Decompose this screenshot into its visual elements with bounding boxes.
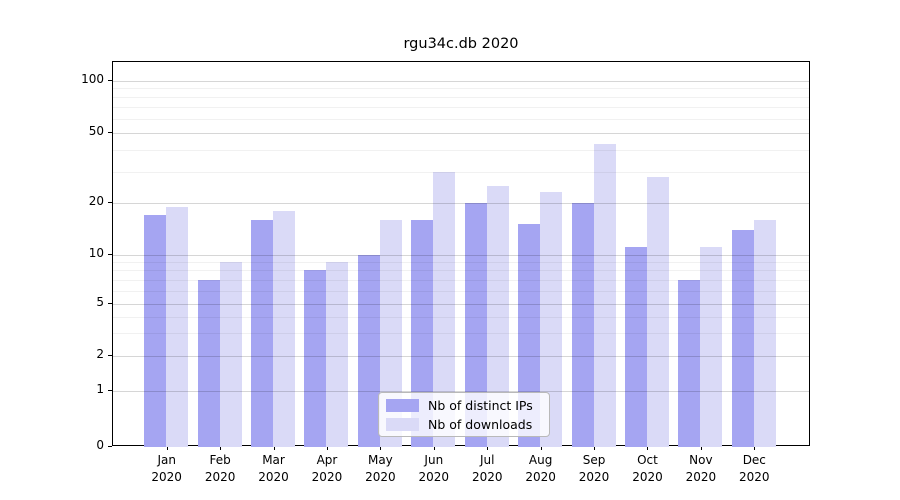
- bar-downloads-aug: [540, 192, 563, 447]
- y-tick-mark: [108, 303, 112, 304]
- x-tick-label-nov: Nov 2020: [685, 453, 717, 484]
- gridline-major: [113, 254, 809, 256]
- y-tick-label: 2: [96, 346, 104, 361]
- y-tick-mark: [108, 390, 112, 391]
- gridline-minor: [113, 332, 809, 334]
- y-tick-label: 50: [88, 123, 104, 138]
- x-tick-label-may: May 2020: [365, 453, 396, 484]
- bar-distinct-ips-may: [357, 254, 380, 447]
- x-tick-label-aug: Aug 2020: [525, 453, 556, 484]
- gridline-minor: [113, 290, 809, 292]
- legend-swatch-downloads: [386, 417, 419, 431]
- x-tick-mark: [273, 446, 275, 450]
- x-tick-mark: [166, 446, 168, 450]
- bar-downloads-jul: [486, 185, 509, 447]
- gridline-minor: [113, 262, 809, 264]
- x-tick-mark: [380, 446, 382, 450]
- gridline-minor: [113, 149, 809, 151]
- bar-downloads-feb: [219, 262, 242, 447]
- bar-distinct-ips-oct: [624, 247, 647, 447]
- gridline-minor: [113, 118, 809, 120]
- gridline-minor: [113, 97, 809, 99]
- legend-swatch-distinct-ips: [386, 398, 419, 412]
- x-tick-label-oct: Oct 2020: [632, 453, 663, 484]
- bar-distinct-ips-feb: [197, 279, 220, 447]
- y-tick-label: 1: [96, 382, 104, 396]
- x-tick-label-jun: Jun 2020: [418, 453, 450, 484]
- bar-distinct-ips-apr: [304, 270, 327, 447]
- x-tick-mark: [594, 446, 596, 450]
- bar-downloads-may: [379, 219, 402, 447]
- x-tick-mark: [754, 446, 756, 450]
- x-tick-label-sep: Sep 2020: [578, 453, 610, 484]
- plot-area: [112, 61, 810, 447]
- y-tick-mark: [108, 253, 112, 255]
- bar-downloads-apr: [326, 262, 349, 447]
- bar-distinct-ips-jul: [464, 203, 487, 447]
- bar-downloads-oct: [646, 177, 669, 447]
- y-tick-label: 100: [81, 71, 104, 86]
- bar-downloads-nov: [700, 247, 723, 447]
- y-tick-mark: [108, 131, 112, 133]
- y-tick-mark: [108, 354, 112, 356]
- gridline-minor: [113, 279, 809, 281]
- gridline-major: [113, 391, 809, 392]
- legend: Nb of distinct IPs Nb of downloads: [378, 392, 550, 437]
- x-tick-mark: [220, 446, 222, 450]
- gridline-minor: [113, 88, 809, 90]
- bar-distinct-ips-nov: [678, 279, 701, 447]
- y-tick-label: 0: [96, 438, 104, 452]
- bar-downloads-jun: [433, 171, 456, 447]
- bar-distinct-ips-mar: [251, 219, 274, 447]
- x-tick-label-jul: Jul 2020: [471, 453, 503, 484]
- x-tick-mark: [700, 446, 702, 450]
- legend-item-distinct-ips: Nb of distinct IPs: [386, 398, 549, 413]
- bar-downloads-sep: [593, 144, 616, 447]
- bar-downloads-mar: [273, 210, 296, 447]
- gridline-minor: [113, 270, 809, 272]
- bar-distinct-ips-aug: [518, 224, 541, 447]
- gridline-minor: [113, 107, 809, 109]
- y-tick-label: 20: [88, 194, 104, 208]
- bar-downloads-dec: [753, 219, 776, 447]
- bar-distinct-ips-jan: [144, 215, 167, 447]
- y-tick-mark: [108, 202, 112, 203]
- gridline-minor: [113, 171, 809, 173]
- x-tick-mark: [647, 446, 649, 450]
- bar-distinct-ips-sep: [571, 203, 594, 447]
- bar-distinct-ips-dec: [731, 229, 754, 447]
- y-tick-mark: [108, 446, 112, 447]
- x-tick-mark: [326, 446, 328, 450]
- legend-label-downloads: Nb of downloads: [428, 416, 533, 432]
- y-tick-label: 5: [96, 295, 104, 309]
- bar-distinct-ips-jun: [411, 219, 434, 447]
- x-tick-label-jan: Jan 2020: [151, 453, 182, 484]
- x-tick-label-mar: Mar 2020: [258, 453, 289, 484]
- chart-title: rgu34c.db 2020: [403, 36, 519, 52]
- x-tick-mark: [433, 446, 435, 450]
- gridline-major: [113, 80, 809, 82]
- x-tick-label-dec: Dec 2020: [739, 453, 770, 484]
- y-tick-label: 10: [88, 245, 104, 260]
- x-tick-mark: [487, 446, 489, 450]
- x-tick-mark: [540, 446, 542, 450]
- gridline-major: [113, 304, 809, 305]
- y-tick-mark: [108, 79, 112, 81]
- gridline-major: [113, 132, 809, 134]
- legend-label-distinct-ips: Nb of distinct IPs: [428, 397, 533, 413]
- bar-downloads-jan: [166, 206, 189, 447]
- x-tick-label-apr: Apr 2020: [311, 453, 343, 484]
- x-tick-label-feb: Feb 2020: [204, 453, 236, 484]
- legend-item-downloads: Nb of downloads: [386, 417, 549, 432]
- gridline-minor: [113, 316, 809, 318]
- gridline-major: [113, 203, 809, 204]
- gridline-major: [113, 355, 809, 357]
